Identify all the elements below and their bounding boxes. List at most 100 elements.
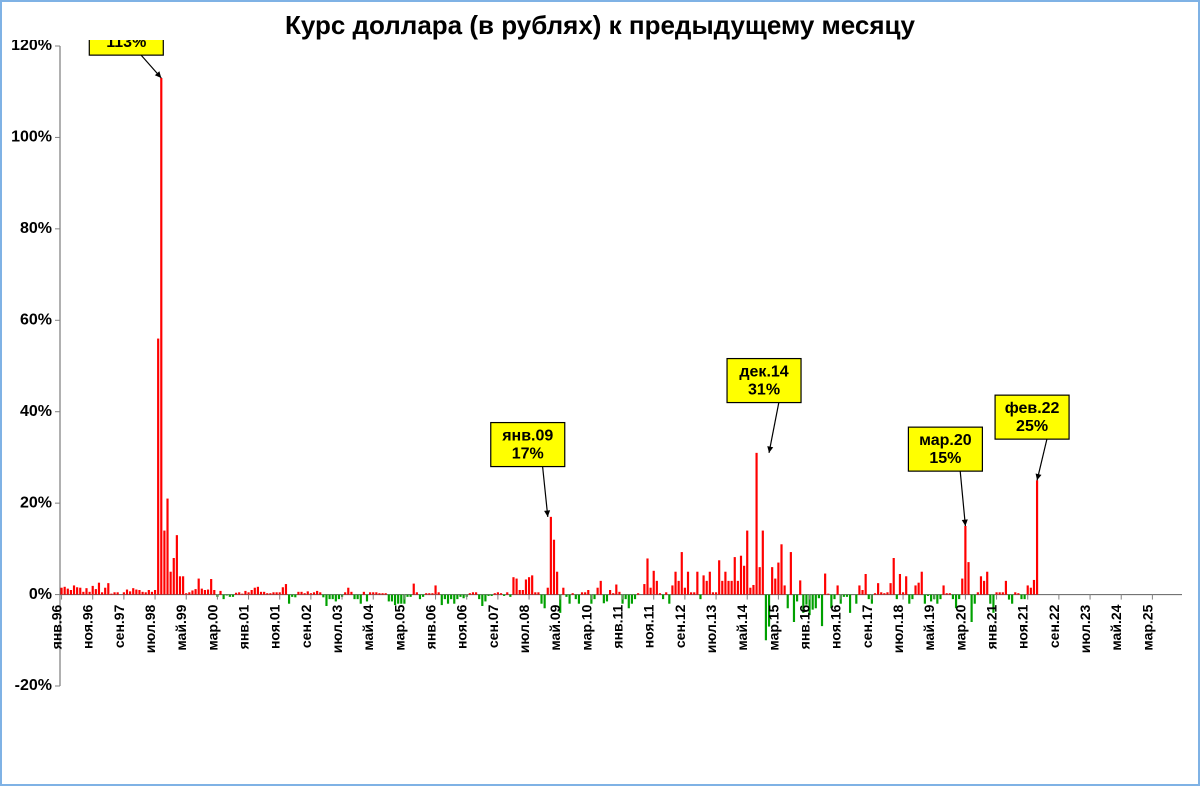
bar-negative: [357, 595, 359, 600]
bar-positive: [519, 590, 521, 595]
bar-positive: [743, 566, 745, 595]
bar-negative: [335, 595, 337, 602]
bar-positive: [861, 590, 863, 595]
bar-positive: [304, 593, 306, 594]
bar-positive: [665, 592, 667, 594]
bar-positive: [522, 590, 524, 595]
bar-negative: [291, 595, 293, 597]
bar-negative: [578, 595, 580, 604]
bar-positive: [874, 593, 876, 594]
bar-positive: [656, 581, 658, 595]
svg-text:сен.02: сен.02: [298, 604, 314, 648]
bar-negative: [481, 595, 483, 606]
bar-positive: [282, 587, 284, 594]
bar-positive: [363, 592, 365, 595]
bar-positive: [381, 593, 383, 594]
bar-negative: [232, 595, 234, 597]
bar-positive: [101, 592, 103, 594]
bar-positive: [79, 588, 81, 595]
bar-positive: [581, 592, 583, 594]
bar-positive: [731, 581, 733, 595]
bar-positive: [749, 588, 751, 595]
bar-negative: [971, 595, 973, 622]
bar-positive: [709, 572, 711, 595]
bar-negative: [294, 595, 296, 598]
bar-positive: [718, 560, 720, 594]
bar-positive: [964, 526, 966, 595]
bar-negative: [410, 595, 412, 597]
bar-positive: [949, 593, 951, 594]
bar-negative: [896, 595, 898, 600]
bar-negative: [787, 595, 789, 609]
bar-positive: [1027, 585, 1029, 594]
svg-text:ноя.96: ноя.96: [80, 604, 96, 649]
bar-negative: [958, 595, 960, 600]
bar-positive: [890, 583, 892, 594]
bar-positive: [64, 587, 66, 595]
callout: мар.2015%: [908, 427, 982, 526]
bar-positive: [1002, 592, 1004, 594]
bar-positive: [746, 531, 748, 595]
bar-positive: [369, 592, 371, 594]
bar-negative: [503, 595, 505, 596]
svg-text:май.09: май.09: [547, 604, 563, 650]
bar-positive: [893, 558, 895, 595]
svg-text:июл.08: июл.08: [516, 604, 532, 653]
bar-positive: [257, 587, 259, 595]
bar-positive: [132, 588, 134, 594]
chart-svg: -20%0%20%40%60%80%100%120%янв.96ноя.96се…: [2, 40, 1198, 784]
bar-positive: [160, 78, 162, 595]
bar-positive: [824, 574, 826, 595]
bar-positive: [983, 581, 985, 595]
svg-text:май.14: май.14: [734, 604, 750, 650]
svg-text:15%: 15%: [929, 450, 961, 467]
svg-text:сен.17: сен.17: [859, 604, 875, 648]
bar-positive: [247, 592, 249, 594]
svg-text:40%: 40%: [20, 403, 52, 420]
bar-positive: [525, 579, 527, 594]
svg-text:июл.03: июл.03: [329, 604, 345, 653]
bar-positive: [244, 591, 246, 595]
bar-positive: [70, 590, 72, 595]
bar-negative: [487, 595, 489, 596]
svg-text:янв.06: янв.06: [423, 604, 439, 649]
svg-text:мар.20: мар.20: [919, 432, 972, 449]
bar-positive: [780, 544, 782, 594]
svg-text:июл.98: июл.98: [142, 604, 158, 653]
svg-text:мар.15: мар.15: [765, 604, 781, 650]
bar-positive: [759, 567, 761, 594]
bar-positive: [762, 531, 764, 595]
bar-positive: [110, 594, 112, 595]
bar-positive: [235, 593, 237, 595]
bar-positive: [1030, 588, 1032, 595]
bar-positive: [980, 576, 982, 594]
bar-negative: [568, 595, 570, 604]
bar-negative: [388, 595, 390, 602]
bar-positive: [73, 585, 75, 594]
svg-text:ноя.21: ноя.21: [1015, 604, 1031, 649]
bar-positive: [942, 585, 944, 594]
svg-text:июл.18: июл.18: [890, 604, 906, 653]
bar-positive: [659, 593, 661, 594]
svg-text:ноя.06: ноя.06: [454, 604, 470, 649]
svg-text:ноя.01: ноя.01: [267, 604, 283, 649]
bar-negative: [565, 595, 567, 597]
bar-positive: [516, 579, 518, 595]
bar-positive: [899, 574, 901, 595]
bar-positive: [251, 590, 253, 595]
bar-negative: [544, 595, 546, 609]
bar-positive: [1033, 580, 1035, 595]
bar-positive: [188, 592, 190, 594]
bar-positive: [572, 593, 574, 594]
bar-positive: [219, 591, 221, 595]
bar-positive: [285, 584, 287, 595]
svg-text:31%: 31%: [748, 382, 780, 399]
bar-positive: [104, 588, 106, 595]
bar-positive: [179, 576, 181, 594]
bar-positive: [721, 581, 723, 595]
bar-negative: [593, 595, 595, 600]
callout: сен.98113%: [89, 40, 163, 78]
bar-positive: [201, 589, 203, 595]
bar-positive: [475, 592, 477, 594]
bar-negative: [699, 595, 701, 600]
